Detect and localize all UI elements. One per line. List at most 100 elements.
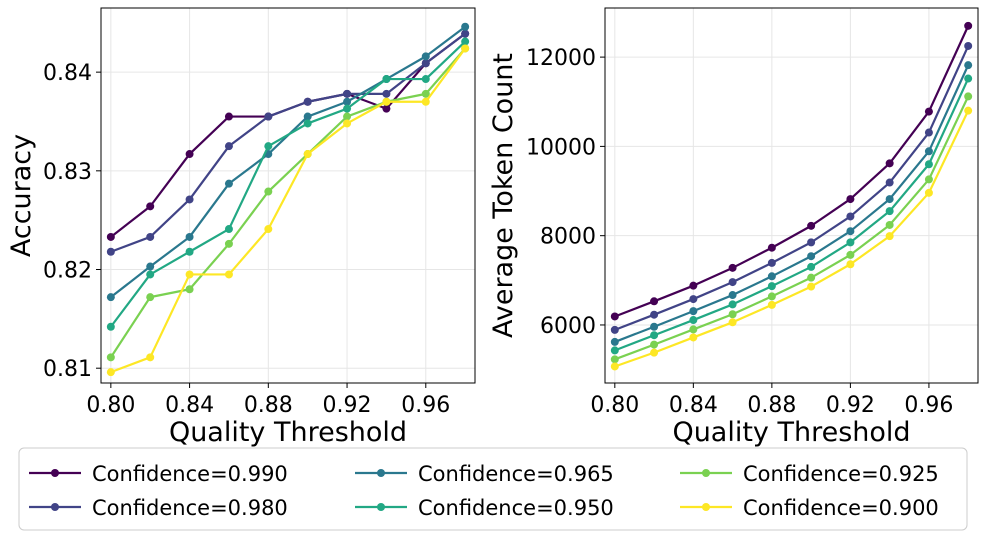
data-point: [343, 104, 352, 113]
data-point: [185, 232, 194, 241]
data-point: [807, 238, 816, 247]
data-point: [964, 21, 973, 30]
data-point: [924, 107, 933, 116]
data-point: [728, 300, 737, 309]
data-point: [924, 188, 933, 197]
data-point: [885, 232, 894, 241]
data-point: [650, 310, 659, 319]
series-line: [614, 64, 970, 343]
legend-swatch-marker: [377, 469, 385, 477]
series-line: [614, 25, 970, 318]
data-point: [106, 247, 115, 256]
series: [106, 44, 470, 377]
series-line: [614, 110, 970, 368]
y-axis-label: Average Token Count: [488, 53, 519, 338]
data-point: [461, 44, 470, 53]
data-point: [767, 292, 776, 301]
data-point: [461, 22, 470, 31]
legend-label: Confidence=0.990: [92, 462, 288, 486]
data-point: [689, 281, 698, 290]
data-point: [689, 325, 698, 334]
legend-item: Confidence=0.925: [680, 462, 939, 486]
data-point: [650, 297, 659, 306]
data-point: [224, 179, 233, 188]
data-point: [650, 331, 659, 340]
data-point: [146, 262, 155, 271]
legend-label: Confidence=0.950: [418, 496, 614, 520]
data-point: [343, 89, 352, 98]
legend-swatch-marker: [702, 503, 710, 511]
data-point: [885, 220, 894, 229]
data-point: [343, 112, 352, 121]
series: [610, 74, 973, 355]
legend-item: Confidence=0.950: [355, 496, 614, 520]
data-point: [343, 97, 352, 106]
data-point: [146, 270, 155, 279]
data-point: [807, 262, 816, 271]
data-point: [303, 97, 312, 106]
y-tick-label: 0.83: [43, 160, 92, 185]
data-point: [807, 221, 816, 230]
data-point: [303, 119, 312, 128]
series-line: [614, 78, 970, 352]
data-point: [610, 325, 619, 334]
data-point: [610, 355, 619, 364]
data-point: [964, 106, 973, 115]
series-line: [614, 45, 970, 331]
data-point: [610, 346, 619, 355]
data-point: [461, 37, 470, 46]
legend-label: Confidence=0.900: [743, 496, 939, 520]
data-point: [224, 112, 233, 121]
data-point: [421, 97, 430, 106]
data-point: [610, 337, 619, 346]
x-axis-label: Quality Threshold: [169, 417, 407, 448]
data-point: [846, 238, 855, 247]
data-point: [461, 29, 470, 38]
data-point: [382, 75, 391, 84]
x-axis-label: Quality Threshold: [672, 417, 910, 448]
data-point: [807, 273, 816, 282]
data-point: [885, 159, 894, 168]
data-point: [421, 75, 430, 84]
data-point: [185, 270, 194, 279]
data-point: [146, 202, 155, 211]
x-tick-label: 0.80: [86, 393, 135, 418]
data-point: [924, 147, 933, 156]
legend-label: Confidence=0.965: [418, 462, 614, 486]
legend-label: Confidence=0.980: [92, 496, 288, 520]
legend-item: Confidence=0.900: [680, 496, 939, 520]
data-point: [610, 362, 619, 371]
data-point: [964, 92, 973, 101]
data-point: [264, 225, 273, 234]
gridlines: [605, 8, 978, 383]
legend-swatch-marker: [51, 503, 59, 511]
data-point: [689, 333, 698, 342]
data-point: [146, 353, 155, 362]
series: [610, 41, 973, 334]
data-point: [185, 247, 194, 256]
y-tick-label: 10000: [526, 135, 596, 160]
data-point: [106, 353, 115, 362]
data-point: [650, 322, 659, 331]
data-point: [303, 112, 312, 121]
data-point: [650, 348, 659, 357]
data-point: [610, 312, 619, 321]
data-point: [264, 112, 273, 121]
data-point: [343, 119, 352, 128]
x-tick-label: 0.96: [401, 393, 450, 418]
data-point: [885, 178, 894, 187]
data-point: [767, 243, 776, 252]
gridlines: [101, 8, 475, 383]
series: [610, 92, 973, 364]
y-tick-label: 12000: [526, 46, 596, 71]
x-tick-label: 0.84: [669, 393, 718, 418]
x-tick-label: 0.92: [323, 393, 372, 418]
data-point: [728, 310, 737, 319]
series-line: [110, 32, 466, 253]
series-line: [109, 47, 466, 358]
data-point: [924, 160, 933, 169]
series-line: [614, 95, 970, 361]
data-point: [964, 61, 973, 70]
series: [106, 22, 470, 302]
series: [610, 61, 973, 346]
